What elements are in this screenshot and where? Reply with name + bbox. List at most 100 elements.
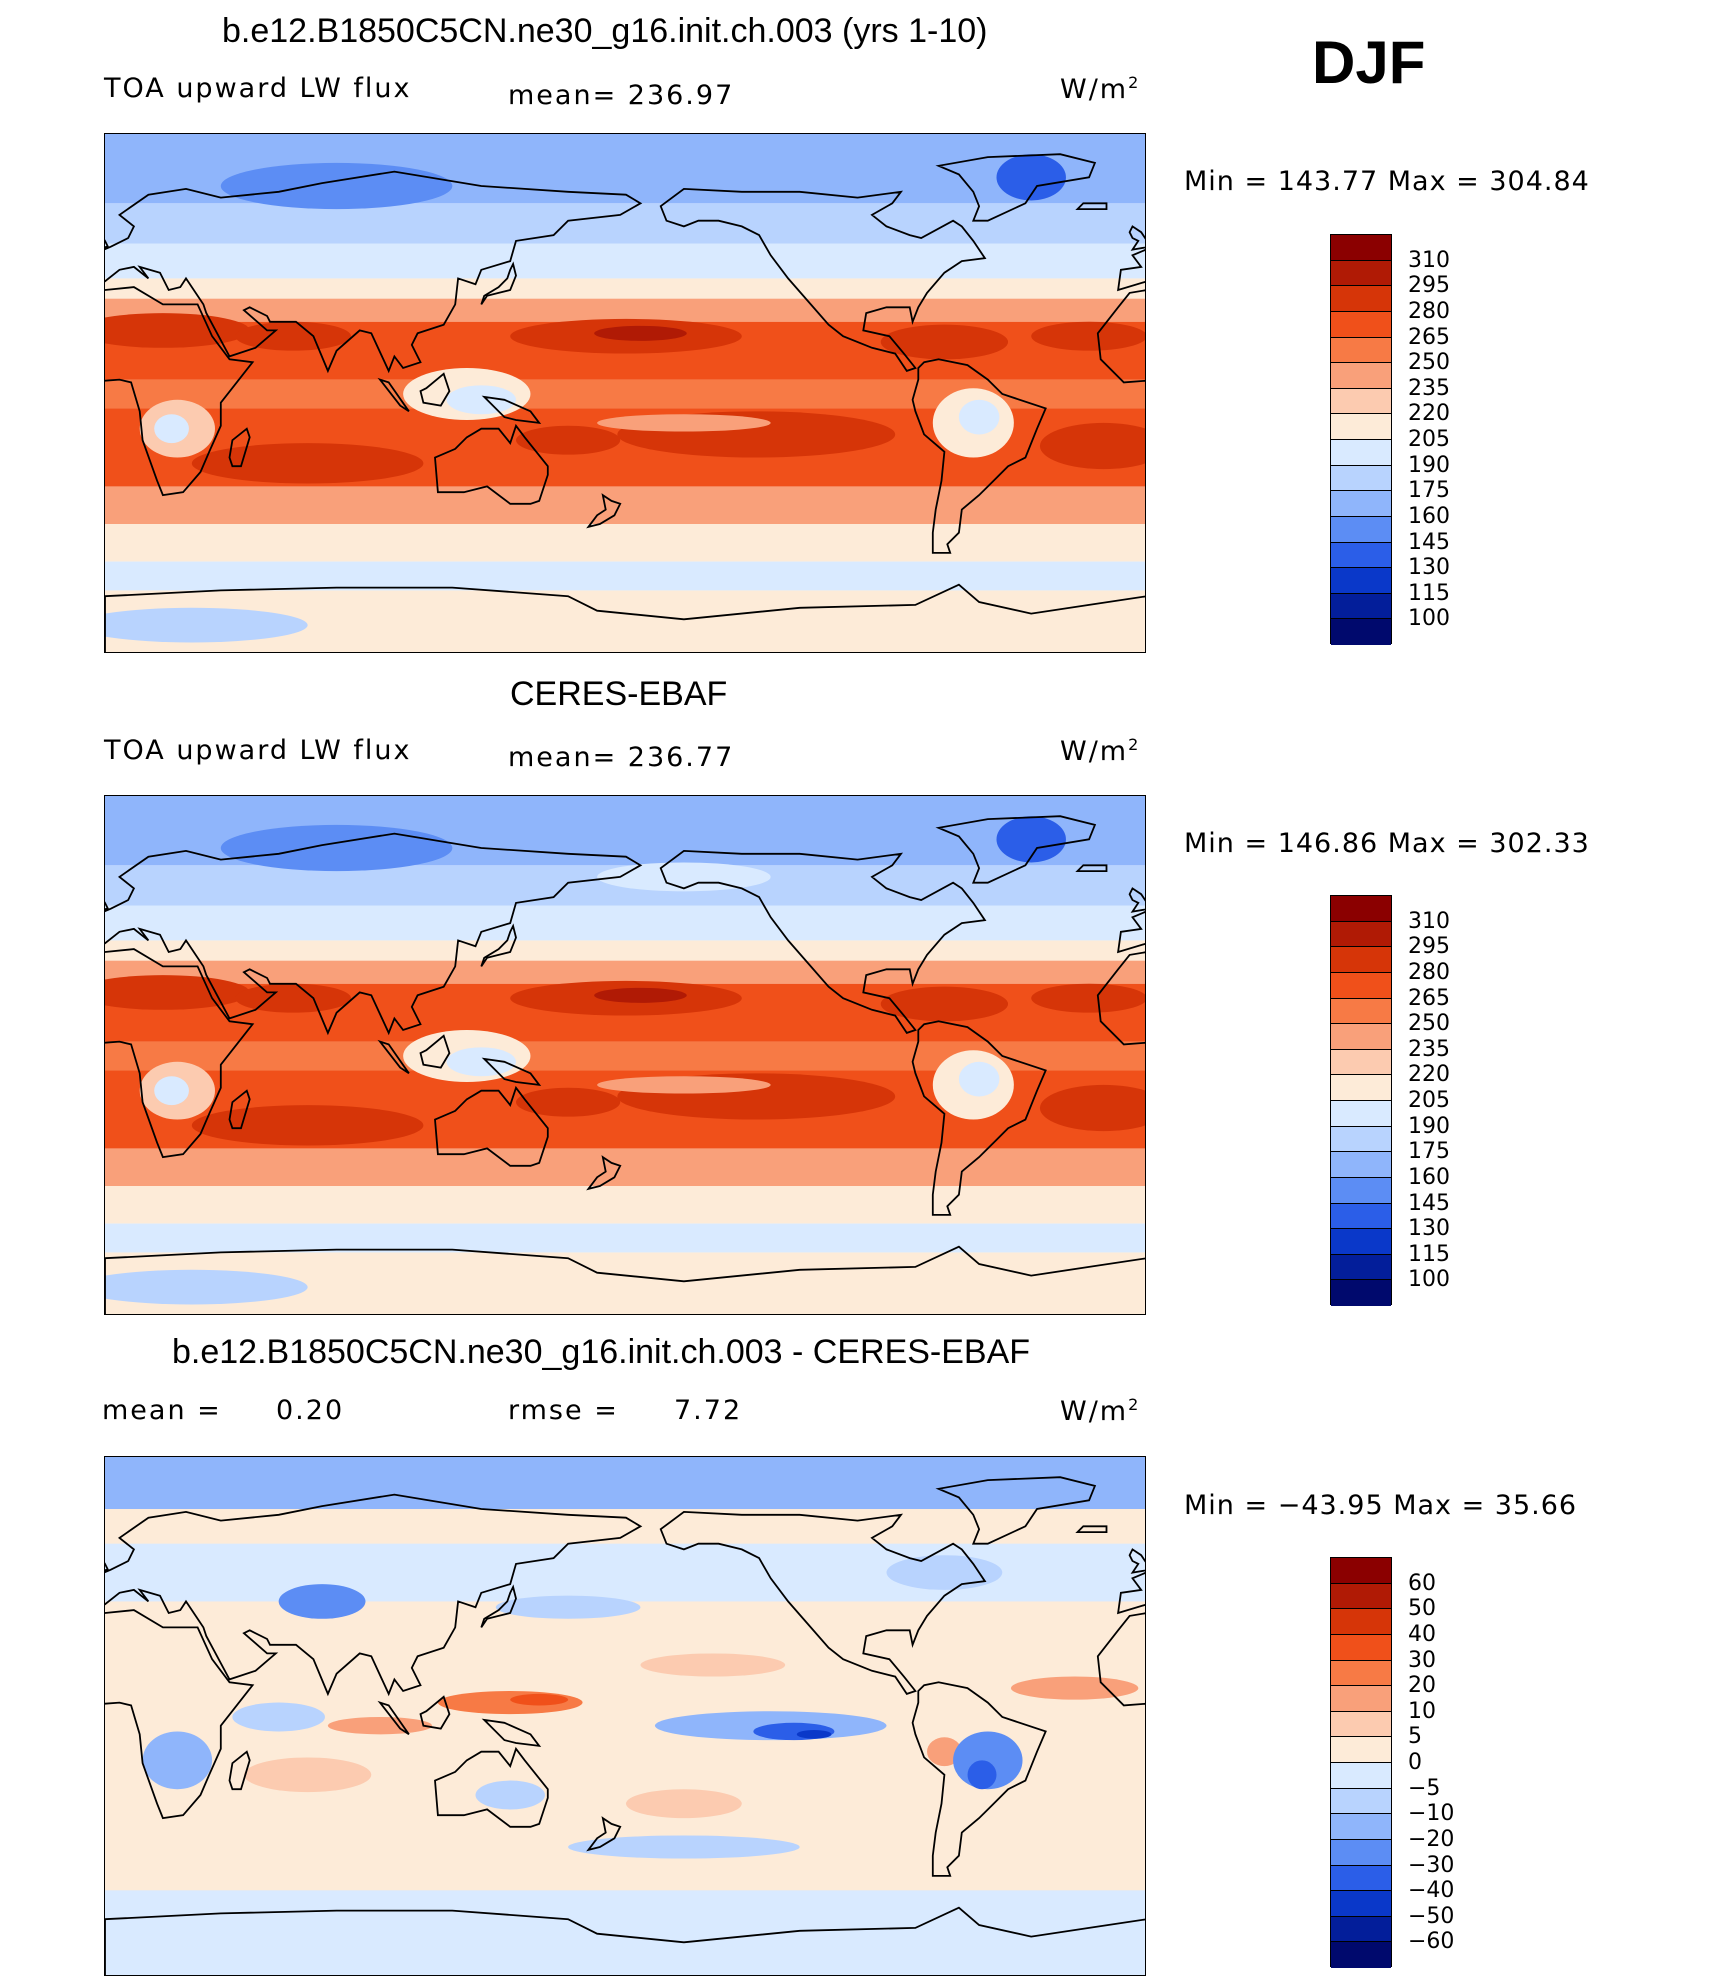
warm-west-pacific-core [510,1693,569,1706]
colorbar-segment [1331,388,1391,415]
colorbar-tick-label: 265 [1408,324,1450,350]
atlantic-north-core [1031,321,1145,351]
panel-3-title: b.e12.B1850C5CN.ne30_g16.init.ch.003 - C… [172,1333,1031,1371]
cool-kuroshio [495,1595,641,1619]
panel-1-map [104,133,1146,653]
colorbar-segment [1331,1254,1391,1281]
colorbar-segment [1331,921,1391,948]
colorbar-tick-label: 280 [1408,298,1450,324]
band-midlat-north [105,905,1145,941]
panel-3-units: W/m2 [1060,1395,1141,1427]
colorbar-tick-label: −10 [1408,1801,1455,1827]
caribbean-core [880,986,1009,1022]
colorbar-tick-label: 190 [1408,1113,1450,1139]
colorbar-tick-label: 145 [1408,1190,1450,1216]
colorbar-tick-label: 40 [1408,1621,1436,1647]
colorbar-segment [1331,465,1391,492]
colorbar-segment [1331,1711,1391,1738]
colorbar-tick-label: 295 [1408,934,1450,960]
band-subtrop-north-edge [105,940,1145,961]
colorbar-tick-label: 145 [1408,529,1450,555]
colorbar-tick-label: 235 [1408,375,1450,401]
colorbar-segment [1331,1916,1391,1943]
colorbar-segment [1331,1942,1391,1968]
alaska-warm [597,862,771,892]
colorbar-tick-label: 205 [1408,427,1450,452]
antarctic-cold [105,1269,308,1305]
colorbar-segment [1331,414,1391,440]
colorbar-tick-label: −20 [1408,1826,1455,1852]
colorbar-segment [1331,337,1391,364]
panel-1-minmax: Min = 143.77 Max = 304.84 [1184,166,1590,197]
band-subpolar-north [105,203,1145,244]
panel-3-rmse-label: rmse = [508,1395,619,1426]
colorbar-segment [1331,440,1391,466]
panel-1-mean: mean= 236.97 [508,80,735,111]
colorbar-segment [1331,260,1391,287]
warm-indian-eq [327,1717,433,1735]
spcz-band [597,1076,771,1094]
siberia-cold [220,824,453,872]
colorbar-segment [1331,998,1391,1025]
colorbar-tick-label: 130 [1408,1216,1450,1242]
colorbar-segment [1331,1558,1391,1584]
colorbar-tick-label: 100 [1408,1267,1450,1293]
colorbar-segment [1331,1583,1391,1610]
panel-3-colorbar [1330,1557,1392,1968]
colorbar-tick-label: 175 [1408,478,1450,504]
cool-east-pacific-min [796,1730,832,1739]
cool-australia [475,1780,545,1810]
colorbar-tick-label: 310 [1408,908,1450,934]
colorbar-tick-label: 310 [1408,247,1450,273]
colorbar-tick-label: −60 [1408,1929,1455,1955]
band-subtrop-north-edge [105,278,1145,299]
warm-andes [927,1737,962,1767]
maritime-continent-deep [446,1047,517,1077]
colorbar-segment [1331,1101,1391,1127]
colorbar-segment [1331,1660,1391,1687]
greenland-cold [996,154,1066,201]
atlantic-south-core [1039,422,1145,470]
colorbar-tick-label: −5 [1408,1775,1441,1801]
panel-1-title: b.e12.B1850C5CN.ne30_g16.init.ch.003 (yr… [222,12,988,50]
colorbar-segment [1331,1737,1391,1763]
colorbar-tick-label: 265 [1408,985,1450,1011]
colorbar-segment [1331,1609,1391,1635]
colorbar-tick-label: 220 [1408,401,1450,427]
colorbar-tick-label: 205 [1408,1088,1450,1113]
colorbar-tick-label: 190 [1408,452,1450,478]
band-south-polar [105,1890,1145,1975]
colorbar-segment [1331,972,1391,999]
band-arctic [105,1457,1145,1509]
cool-north-america-east [886,1555,1003,1590]
season-label: DJF [1312,29,1426,96]
colorbar-tick-label: −30 [1408,1852,1455,1878]
pacific-north-max [594,987,687,1003]
panel-2-units: W/m2 [1060,735,1141,767]
warm-north-atlantic [1010,1676,1139,1700]
panel-1-units: W/m2 [1060,73,1141,105]
colorbar-tick-label: 235 [1408,1036,1450,1062]
colorbar-segment [1331,1788,1391,1815]
colorbar-segment [1331,1839,1391,1866]
colorbar-segment [1331,1634,1391,1661]
panel-2-variable: TOA upward LW flux [104,735,412,766]
colorbar-tick-label: 160 [1408,1164,1450,1190]
panel-2-colorbar [1330,895,1392,1306]
colorbar-segment [1331,896,1391,922]
pacific-north-max [594,325,687,341]
congo-deep [154,1076,189,1106]
colorbar-segment [1331,1891,1391,1917]
cool-southern-ocean [568,1835,800,1859]
colorbar-segment [1331,1152,1391,1178]
colorbar-tick-label: 0 [1408,1750,1422,1775]
spcz-band [597,414,771,432]
caribbean-core [880,324,1009,360]
colorbar-segment [1331,1763,1391,1789]
difference-field [105,1457,1145,1975]
colorbar-tick-label: 250 [1408,350,1450,376]
colorbar-segment [1331,286,1391,312]
warm-south-indian [243,1757,372,1793]
colorbar-tick-label: 295 [1408,273,1450,299]
cool-west-indian [232,1702,325,1732]
